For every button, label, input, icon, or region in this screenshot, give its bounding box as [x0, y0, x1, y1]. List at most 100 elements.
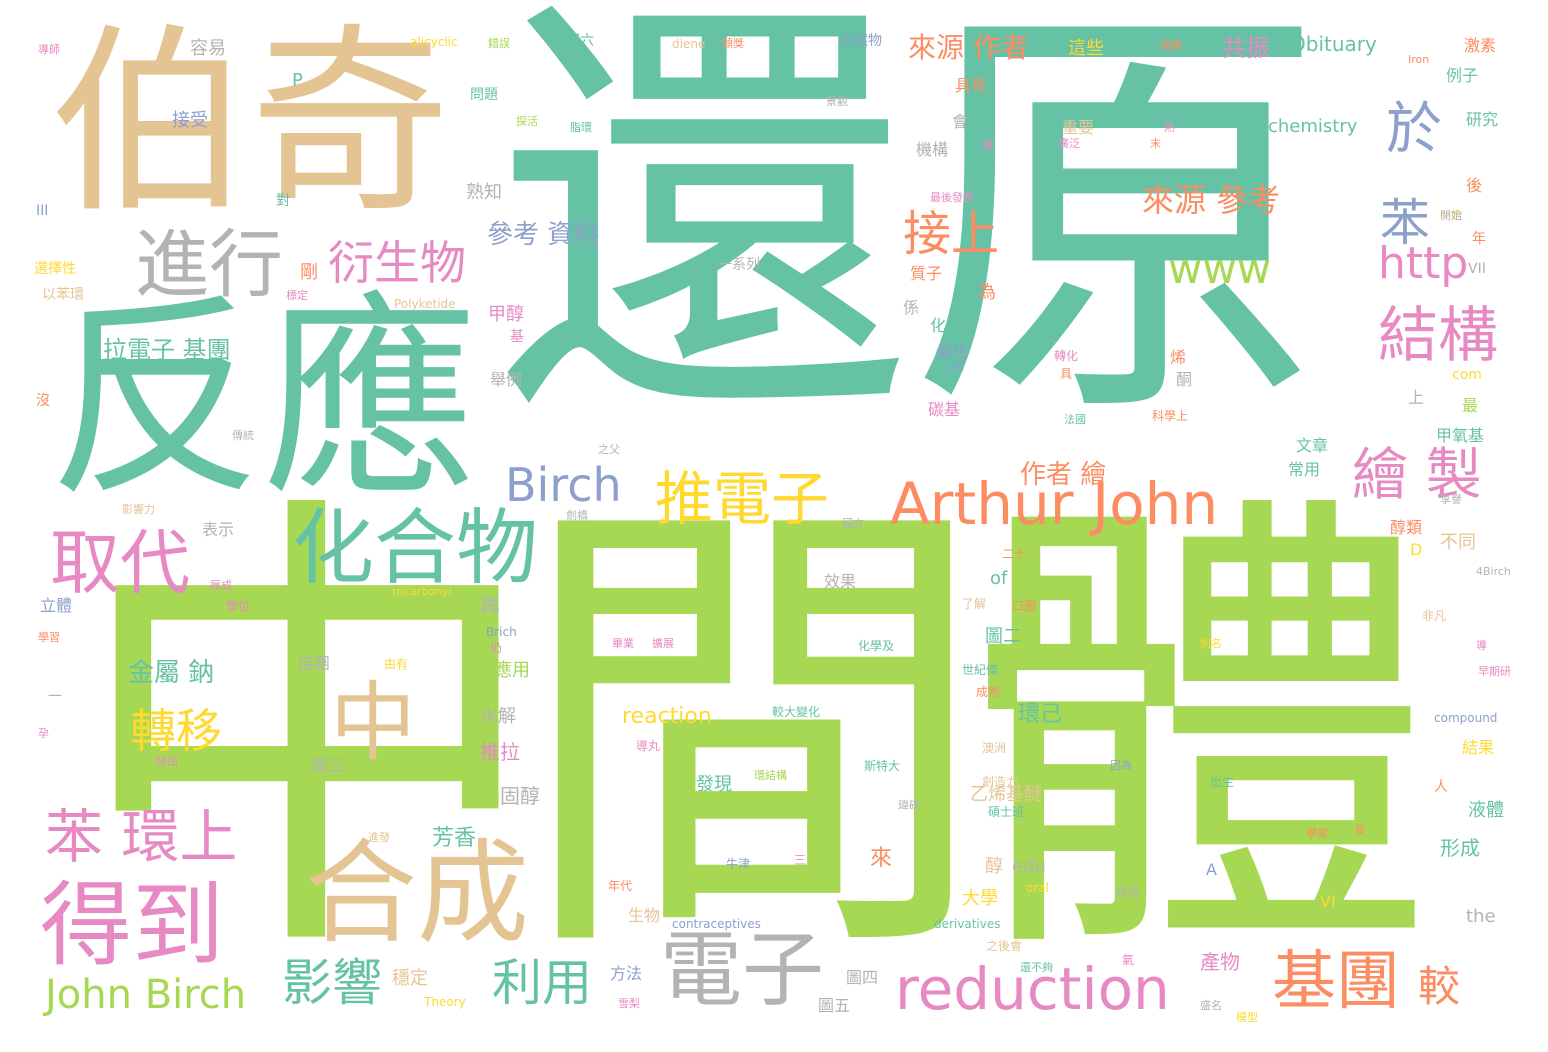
word: 圖三 — [312, 756, 345, 775]
word: 擴展 — [652, 637, 674, 650]
word: 生物 — [628, 906, 661, 925]
word: 例子 — [1446, 66, 1479, 85]
word: com — [1452, 367, 1482, 383]
word: Polyketide — [394, 297, 456, 311]
word: 來 — [870, 846, 893, 871]
word: compound — [1434, 711, 1498, 725]
word: 選擇性 — [34, 261, 76, 277]
word: 應用 — [494, 660, 530, 681]
word: 參考 資料 — [487, 220, 600, 250]
word: E — [1076, 176, 1087, 195]
word: Theory — [424, 995, 466, 1009]
word: 得到 — [40, 872, 225, 979]
word: 學家 — [1306, 827, 1328, 840]
word: 出生 — [1210, 775, 1235, 789]
word: 二烯 — [942, 361, 964, 374]
word: 進發 — [368, 831, 390, 844]
word: 容易 — [190, 38, 226, 59]
word: 熟知 — [466, 182, 502, 203]
word: 進行 — [135, 222, 283, 308]
word: 劍橋 — [566, 509, 588, 522]
word: 質子 — [910, 264, 943, 283]
word: 烯 — [1170, 348, 1187, 367]
word: 後 — [1466, 176, 1483, 195]
word: 具 — [1060, 367, 1073, 381]
word: 立體 — [40, 596, 73, 615]
word: 還不夠 — [1020, 961, 1053, 974]
word: 共振 — [1222, 34, 1270, 62]
word: 醇 — [985, 856, 1003, 877]
word: 碳基 — [928, 400, 961, 419]
word: 基團 — [1272, 945, 1400, 1019]
word: 碩士班 — [988, 805, 1025, 819]
word: 轉移 — [130, 704, 222, 758]
word: 問題 — [470, 87, 498, 103]
word: 二十 — [1002, 547, 1027, 561]
word: 最 — [1462, 396, 1479, 415]
word: alicyclic — [410, 35, 458, 49]
word: 將由 — [156, 755, 178, 768]
word: www — [1168, 244, 1272, 293]
word: 成熟 — [976, 685, 1001, 699]
word: 方法 — [610, 964, 643, 983]
word: 效果 — [824, 572, 857, 591]
word: 為 — [978, 282, 996, 303]
word: 於 — [1386, 97, 1442, 162]
word: 圖四 — [846, 968, 879, 987]
word: 牛津 — [726, 857, 751, 871]
word: 規模 — [1160, 39, 1182, 52]
word: 圖六 — [566, 33, 594, 49]
word: 澳洲 — [982, 741, 1007, 755]
word: 水解 — [480, 706, 516, 727]
word: 影響力 — [122, 503, 155, 516]
word: 機構 — [916, 140, 949, 159]
word: 作者 繪 — [1020, 460, 1107, 490]
word: 重要 — [1062, 118, 1095, 137]
word: 標定 — [286, 289, 308, 302]
word: Brich — [486, 625, 517, 639]
word: 來源 作者 — [908, 31, 1029, 64]
word: 基 — [510, 329, 524, 345]
word: 拉電子 基團 — [103, 336, 231, 364]
word: 甲氧基 — [1436, 426, 1485, 445]
word: 芳香 — [432, 826, 477, 851]
word: 創造力 — [982, 775, 1019, 789]
word: 產物 — [1200, 950, 1240, 974]
word: 畢業 — [612, 637, 634, 650]
word: 結果 — [1462, 738, 1495, 757]
word: 一定 — [1440, 209, 1462, 222]
word: 形成 — [1440, 836, 1480, 860]
word: 鏈 — [982, 139, 993, 152]
word: 厚成 — [210, 579, 232, 592]
word: 化學及 — [858, 639, 895, 653]
word: derivatives — [934, 917, 1001, 931]
word: 學習 — [38, 631, 60, 644]
word: 苯 — [1380, 194, 1430, 252]
word: 頒獎 — [722, 37, 744, 50]
word: 不同 — [1440, 532, 1476, 553]
word: 導丸 — [636, 739, 661, 753]
word: tricarbonyl — [392, 585, 452, 598]
word: 景觀 — [826, 95, 848, 108]
word: 會 — [952, 112, 969, 131]
word: 利用 — [492, 954, 592, 1012]
word: 金屬 鈉 — [128, 658, 215, 688]
word: 盛名 — [1200, 999, 1222, 1012]
word: 氣 — [1122, 953, 1135, 967]
word: D — [1410, 540, 1423, 559]
word: 剛 — [300, 262, 318, 283]
word: 環結構 — [754, 769, 787, 782]
word: oral — [1026, 881, 1049, 895]
word: 中 — [330, 673, 416, 773]
word: 酮 — [1176, 370, 1193, 389]
word: 廣泛 — [1058, 137, 1080, 150]
word: 甲醇 — [488, 304, 524, 325]
word: 推電子 — [655, 465, 830, 533]
word: 激素 — [1464, 36, 1497, 55]
word: 再 — [480, 594, 500, 618]
word: 上 — [1408, 388, 1425, 407]
word: 孕 — [38, 727, 49, 740]
word: A — [1206, 860, 1217, 879]
word: 技術 — [1116, 885, 1141, 899]
word: 天然物 — [840, 33, 882, 49]
